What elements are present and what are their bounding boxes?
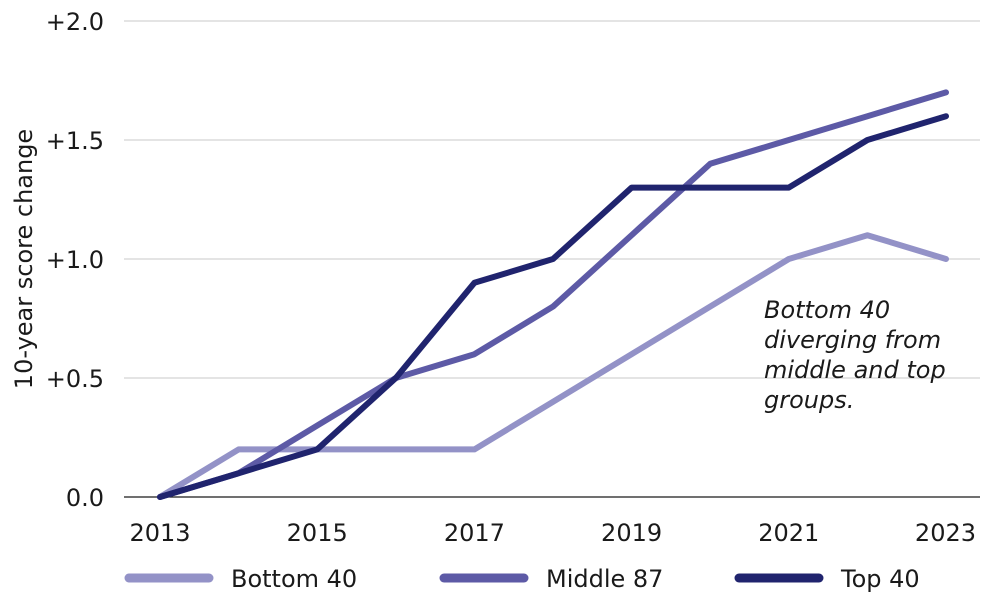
legend: Bottom 40 Middle 87 Top 40 [124,565,920,593]
y-tick-label: +1.5 [46,127,104,155]
y-tick-labels: 0.0 +0.5 +1.0 +1.5 +2.0 [46,8,104,512]
series-lines [157,89,949,500]
annotation-line: groups. [764,386,854,414]
series-line-middle-87 [157,89,949,500]
series-line-bottom-40 [157,232,949,500]
annotation-line: Bottom 40 [764,296,890,324]
x-tick-labels: 2013 2015 2017 2019 2021 2023 [129,519,976,547]
annotation-line: diverging from [764,326,941,354]
x-tick-label: 2017 [444,519,505,547]
x-tick-label: 2019 [601,519,662,547]
x-tick-label: 2013 [129,519,190,547]
x-tick-label: 2023 [915,519,976,547]
y-tick-label: +1.0 [46,246,104,274]
y-tick-label: 0.0 [66,484,104,512]
x-tick-label: 2015 [287,519,348,547]
series-line-top-40 [157,113,949,500]
legend-label: Top 40 [840,565,920,593]
x-tick-label: 2021 [758,519,819,547]
annotation-line: middle and top [764,356,946,384]
y-axis-label: 10-year score change [10,129,38,389]
y-tick-label: +0.5 [46,365,104,393]
legend-label: Bottom 40 [231,565,357,593]
legend-label: Middle 87 [546,565,663,593]
y-tick-label: +2.0 [46,8,104,36]
